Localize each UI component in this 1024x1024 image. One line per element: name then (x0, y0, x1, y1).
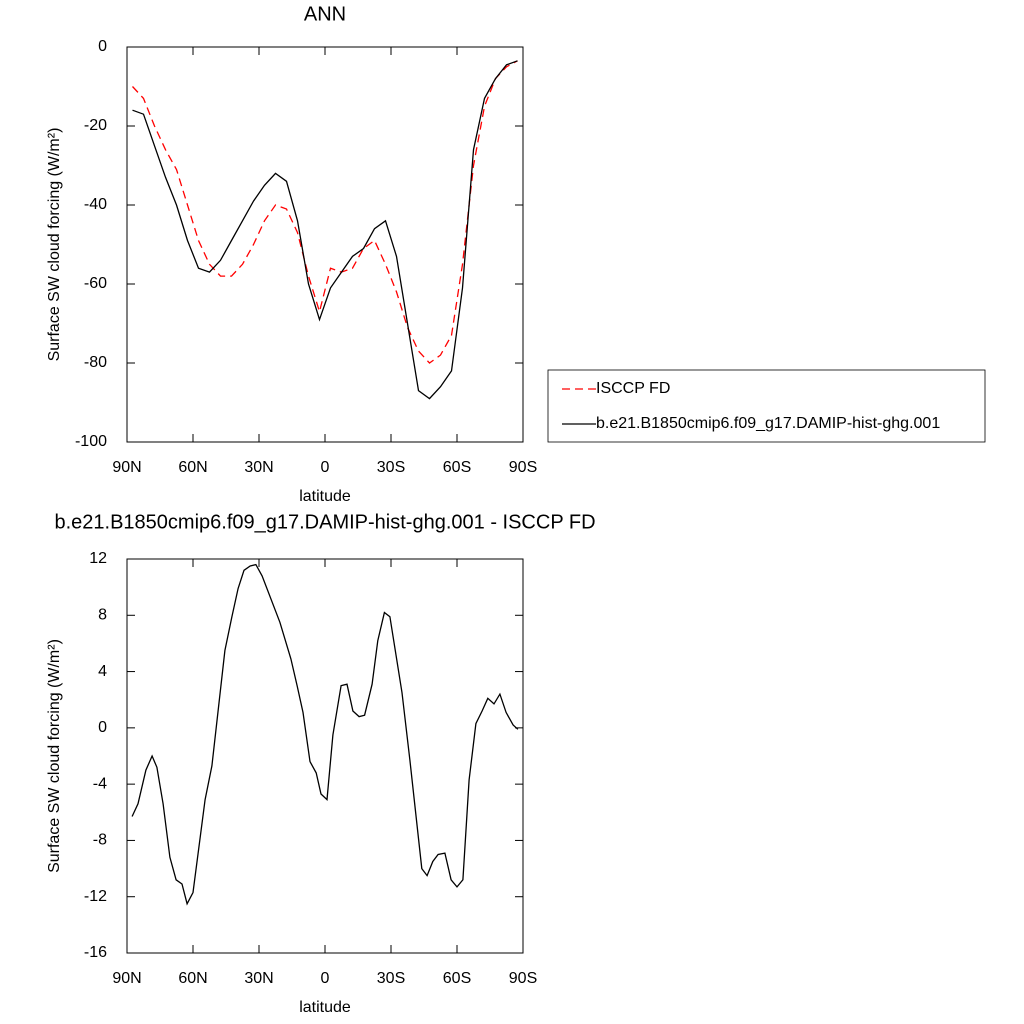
y-tick-label: -16 (84, 944, 107, 961)
x-tick-label: 90S (509, 459, 537, 476)
plot-frame (126, 46, 524, 443)
y-tick-label: 12 (89, 550, 107, 567)
data-line (131, 563, 519, 906)
plot-frame (126, 558, 524, 954)
y-tick-label: -4 (93, 775, 107, 792)
y-axis-label: Surface SW cloud forcing (W/m²) (46, 639, 63, 873)
y-axis-label: Surface SW cloud forcing (W/m²) (46, 128, 63, 362)
legend-label: ISCCP FD (596, 380, 670, 397)
x-tick-label: 90N (112, 970, 141, 987)
y-tick-label: -20 (84, 117, 107, 134)
legend-label: b.e21.B1850cmip6.f09_g17.DAMIP-hist-ghg.… (596, 415, 940, 432)
y-tick-label: -60 (84, 275, 107, 292)
x-tick-label: 60N (178, 459, 207, 476)
y-tick-label: 4 (98, 663, 107, 680)
y-tick-label: -80 (84, 354, 107, 371)
x-tick-label: 30S (377, 459, 405, 476)
x-tick-label: 30S (377, 970, 405, 987)
x-tick-label: 60S (443, 970, 471, 987)
y-tick-label: 0 (98, 38, 107, 55)
x-tick-label: 90N (112, 459, 141, 476)
data-line (132, 60, 518, 364)
x-axis-label: latitude (299, 999, 351, 1016)
x-tick-label: 30N (244, 970, 273, 987)
y-tick-label: -100 (75, 433, 107, 450)
x-axis-label: latitude (299, 488, 351, 505)
x-tick-label: 30N (244, 459, 273, 476)
x-tick-label: 90S (509, 970, 537, 987)
y-tick-label: -40 (84, 196, 107, 213)
chart-title: ANN (304, 3, 346, 25)
legend-box (547, 369, 986, 443)
y-tick-label: 0 (98, 719, 107, 736)
chart-title: b.e21.B1850cmip6.f09_g17.DAMIP-hist-ghg.… (54, 511, 595, 533)
y-tick-label: -8 (93, 832, 107, 849)
x-tick-label: 0 (321, 970, 330, 987)
y-tick-label: 8 (98, 607, 107, 624)
data-line (132, 60, 518, 400)
x-tick-label: 60N (178, 970, 207, 987)
y-tick-label: -12 (84, 888, 107, 905)
x-tick-label: 0 (321, 459, 330, 476)
x-tick-label: 60S (443, 459, 471, 476)
